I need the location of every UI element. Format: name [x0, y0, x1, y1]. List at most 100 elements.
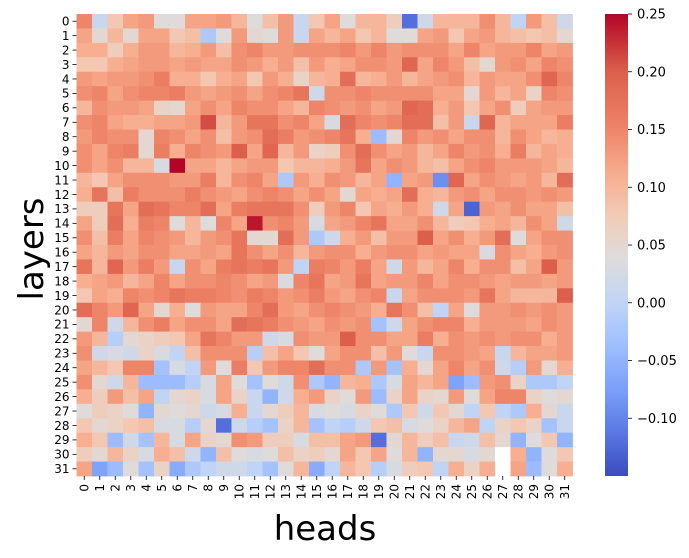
heatmap-cell [402, 245, 418, 260]
heatmap-cell [262, 100, 279, 116]
heatmap-cell [324, 461, 341, 477]
heatmap-cell [402, 432, 418, 448]
heatmap-cell [541, 187, 558, 203]
heatmap-cell [340, 57, 356, 73]
heatmap-cell [231, 245, 248, 260]
heatmap-cell [247, 461, 263, 477]
heatmap-cell [371, 187, 387, 203]
heatmap-cell [107, 346, 124, 361]
heatmap-cell [371, 129, 387, 145]
heatmap-cell [541, 360, 558, 376]
heatmap-cell [495, 360, 511, 376]
heatmap-cell [402, 42, 418, 58]
heatmap-cell [247, 28, 263, 44]
heatmap-cell [76, 187, 93, 203]
heatmap-cell [557, 418, 573, 434]
heatmap-cell [154, 216, 170, 231]
heatmap-cell [541, 86, 558, 102]
heatmap-cell [448, 86, 465, 102]
heatmap-cell [154, 86, 170, 102]
heatmap-cell [324, 42, 341, 58]
heatmap-cell [138, 331, 155, 347]
heatmap-cell [247, 187, 263, 203]
heatmap-cell [464, 360, 480, 376]
heatmap-cell [526, 273, 542, 289]
heatmap-cell [340, 187, 356, 203]
heatmap-cell [402, 158, 418, 174]
heatmap-cell [402, 447, 418, 462]
heatmap-cell [417, 389, 434, 405]
heatmap-cell [138, 143, 155, 159]
heatmap-cell [154, 28, 170, 44]
heatmap-cell [123, 172, 139, 188]
heatmap-cell [278, 302, 294, 318]
heatmap-cell [324, 374, 341, 390]
heatmap-cell [402, 346, 418, 361]
heatmap-cell [200, 143, 217, 159]
heatmap-cell [479, 100, 496, 116]
heatmap-cell [464, 432, 480, 448]
heatmap-cell [262, 57, 279, 73]
heatmap-cell [76, 317, 93, 333]
heatmap-cell [231, 187, 248, 203]
heatmap-cell [417, 374, 434, 390]
heatmap-cell [138, 389, 155, 405]
heatmap-cell [200, 57, 217, 73]
heatmap-cell [123, 245, 139, 260]
heatmap-cell [138, 273, 155, 289]
heatmap-cell [107, 288, 124, 304]
heatmap-cell [231, 143, 248, 159]
heatmap-cell [448, 172, 465, 188]
heatmap-cell [216, 42, 232, 58]
heatmap-cell [371, 86, 387, 102]
heatmap-cell [107, 273, 124, 289]
heatmap-cell [433, 115, 449, 130]
heatmap-cell [200, 259, 217, 275]
heatmap-cell [324, 346, 341, 361]
heatmap-cell [386, 230, 403, 246]
heatmap-cell [200, 389, 217, 405]
heatmap-cell [340, 259, 356, 275]
heatmap-cell [309, 129, 325, 145]
heatmap-cell [138, 115, 155, 130]
heatmap-cell [216, 216, 232, 231]
heatmap-cell [324, 331, 341, 347]
heatmap-cell [355, 302, 372, 318]
heatmap-cell [526, 288, 542, 304]
colorbar-tick-label: 0.10 [637, 181, 666, 196]
heatmap-cell [231, 461, 248, 477]
heatmap-cell [510, 360, 527, 376]
heatmap-cell [216, 115, 232, 130]
heatmap-cell [154, 461, 170, 477]
heatmap-cell [557, 158, 573, 174]
heatmap-cell [526, 201, 542, 217]
heatmap-cell [92, 360, 108, 376]
x-tick-label: 7 [186, 484, 200, 492]
heatmap-cell [541, 259, 558, 275]
heatmap-cell [355, 57, 372, 73]
heatmap-cell [293, 28, 310, 44]
heatmap-cell [247, 143, 263, 159]
heatmap-cell [557, 100, 573, 116]
heatmap-cell [309, 14, 325, 29]
heatmap-cell [216, 158, 232, 174]
heatmap-cell [293, 158, 310, 174]
heatmap-cell [526, 28, 542, 44]
heatmap-cell [107, 187, 124, 203]
heatmap-cell [557, 71, 573, 87]
heatmap-cell [76, 418, 93, 434]
heatmap-cell [231, 57, 248, 73]
heatmap-cell [340, 172, 356, 188]
heatmap-cell [247, 259, 263, 275]
heatmap-cell [510, 273, 527, 289]
heatmap-cell [464, 418, 480, 434]
heatmap-cell [324, 172, 341, 188]
heatmap-cell [464, 346, 480, 361]
y-tick-label: 14 [54, 217, 69, 231]
heatmap-cell [402, 302, 418, 318]
heatmap-cell [355, 129, 372, 145]
heatmap-cell [309, 115, 325, 130]
heatmap-cell [123, 461, 139, 477]
heatmap-cell [185, 259, 201, 275]
heatmap-cell [526, 317, 542, 333]
